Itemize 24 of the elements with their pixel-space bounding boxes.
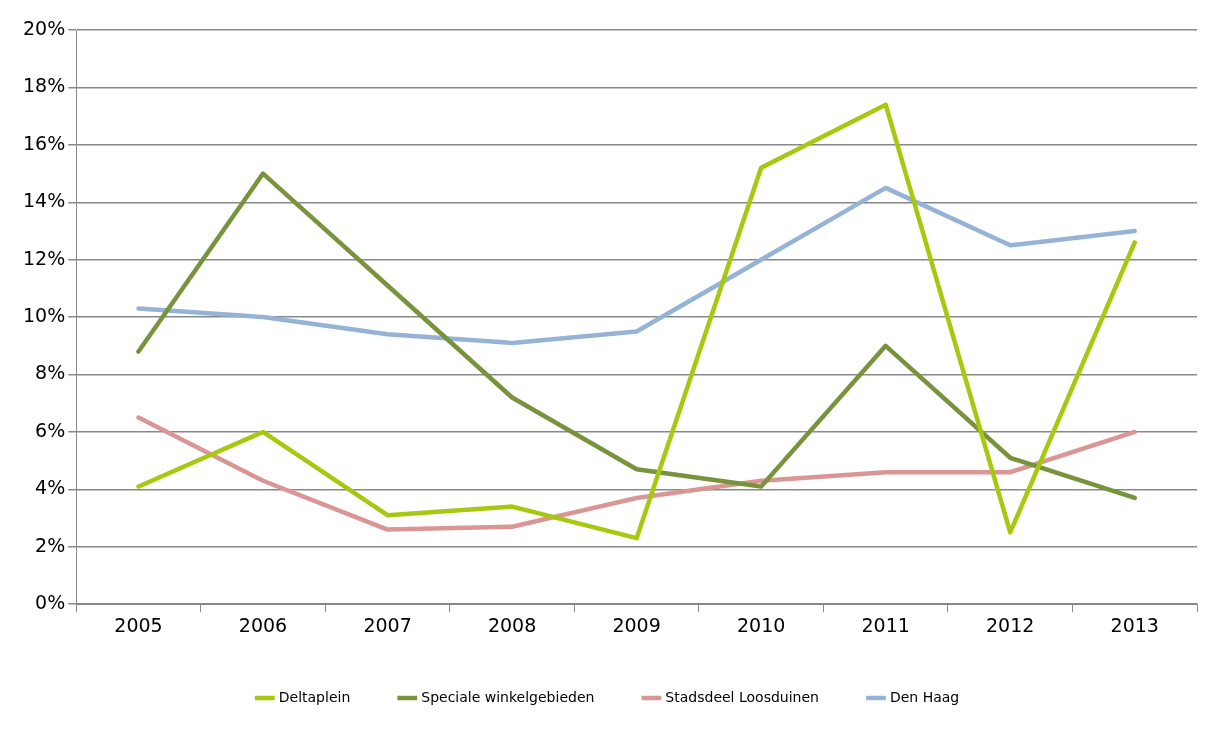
x-tick-label: 2010 (736, 613, 786, 636)
legend-label: Den Haag (889, 688, 960, 705)
legend-label: Speciale winkelgebieden (421, 688, 595, 705)
y-tick-label: 10% (23, 304, 66, 327)
legend-label: Deltaplein (278, 688, 351, 705)
y-tick-label: 14% (23, 189, 66, 212)
x-tick-label: 2005 (114, 613, 163, 636)
y-tick-label: 16% (23, 131, 66, 154)
y-tick-label: 8% (35, 361, 66, 384)
x-tick-label: 2009 (612, 613, 661, 636)
y-tick-label: 4% (35, 476, 66, 499)
x-tick-label: 2013 (1110, 613, 1159, 636)
x-tick-label: 2008 (487, 613, 537, 636)
legend-label: Stadsdeel Loosduinen (665, 688, 819, 705)
x-tick-label: 2007 (363, 613, 412, 636)
x-tick-label: 2006 (238, 613, 288, 636)
x-tick-label: 2012 (986, 613, 1035, 636)
y-tick-label: 20% (23, 16, 66, 39)
y-tick-label: 6% (35, 418, 66, 441)
x-tick-label: 2011 (861, 613, 910, 636)
y-tick-label: 12% (23, 246, 66, 269)
y-tick-label: 0% (35, 591, 66, 614)
y-tick-label: 18% (23, 74, 66, 97)
y-tick-label: 2% (35, 533, 66, 556)
